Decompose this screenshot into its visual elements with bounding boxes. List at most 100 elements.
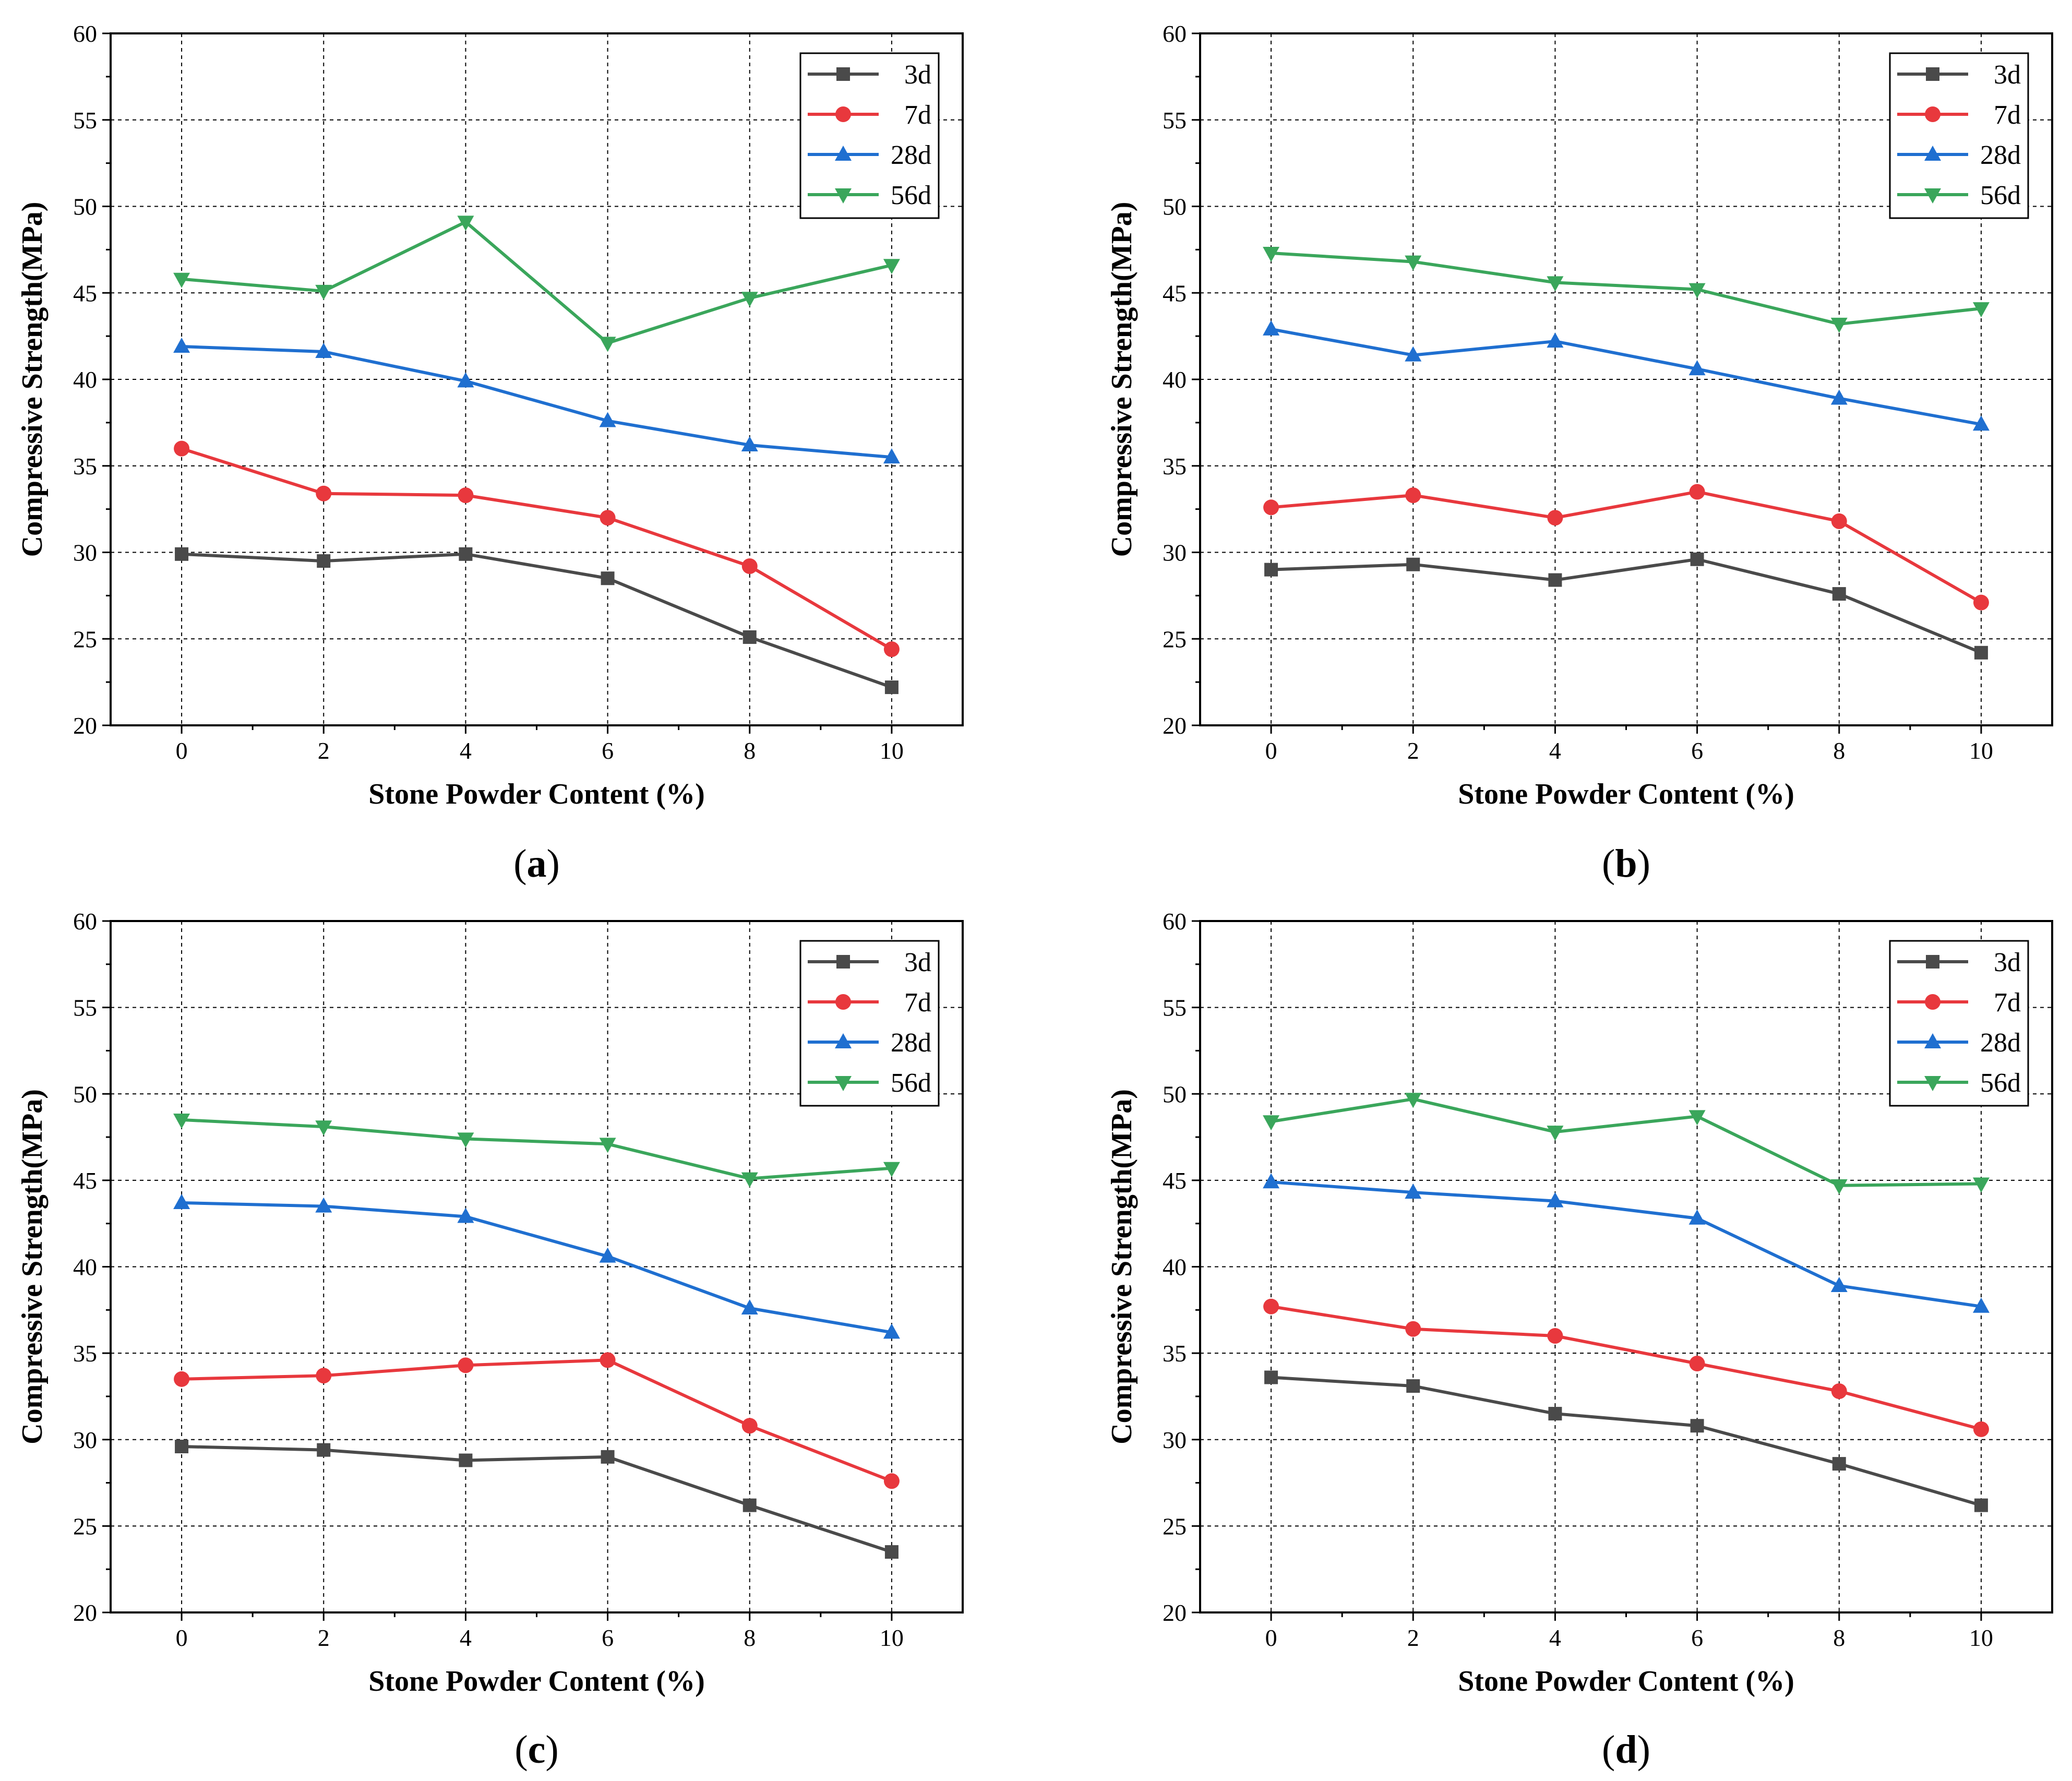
data-point-3d — [601, 1450, 615, 1464]
data-point-7d — [883, 641, 900, 658]
chart-panel-b: 20 25 30 35 40 45 50 55 60 0 2 4 6 8 10 Stone Powder Co… — [1106, 20, 2053, 886]
x-tick-label: 2 — [1407, 1624, 1419, 1651]
data-point-7d — [1263, 1298, 1279, 1314]
data-point-3d — [1974, 1498, 1988, 1512]
data-point-7d — [1831, 513, 1847, 529]
ticks — [102, 920, 893, 1621]
legend-marker-7d — [835, 106, 851, 122]
y-tick-label: 35 — [73, 1340, 97, 1367]
y-tick-label: 40 — [73, 1254, 97, 1281]
series-line-28d — [1271, 327, 1982, 426]
legend-marker-28d — [1924, 1033, 1941, 1048]
x-tick-label: 0 — [176, 737, 188, 764]
x-tick-label: 6 — [1691, 737, 1703, 764]
data-point-56d — [741, 292, 758, 307]
data-point-3d — [1406, 557, 1420, 571]
data-point-56d — [315, 1120, 332, 1136]
y-tick-label: 55 — [73, 995, 97, 1021]
legend-label-7d: 7d — [904, 988, 931, 1018]
data-point-3d — [459, 1453, 473, 1467]
legend-label-7d: 7d — [1994, 100, 2021, 130]
y-tick-label: 55 — [1163, 995, 1187, 1021]
data-point-7d — [1973, 1421, 1989, 1437]
x-tick-label: 10 — [880, 737, 904, 764]
y-axis-title: Compressive Strength(MPa) — [16, 1089, 49, 1444]
panel-caption: (d) — [1602, 1728, 1650, 1772]
series-7d — [1263, 484, 1989, 611]
data-point-7d — [600, 510, 616, 526]
data-point-3d — [1548, 573, 1562, 587]
y-tick-label: 35 — [1163, 1340, 1187, 1367]
data-point-56d — [741, 1172, 758, 1188]
y-tick-label: 60 — [1163, 20, 1187, 47]
x-tick-label: 0 — [1265, 1624, 1277, 1651]
series-28d — [1263, 1173, 1990, 1313]
series-line-28d — [1271, 1180, 1982, 1308]
legend-label-56d: 56d — [1980, 181, 2021, 210]
series-line-28d — [182, 1201, 892, 1334]
legend-marker-56d — [835, 188, 852, 204]
legend-marker-3d — [1926, 955, 1939, 969]
legend-label-3d: 3d — [904, 948, 931, 977]
y-tick-label: 40 — [1163, 366, 1187, 393]
data-point-56d — [1972, 302, 1990, 318]
legend-box — [1889, 940, 2029, 1107]
x-tick-label: 4 — [460, 737, 472, 764]
y-tick-label: 30 — [1163, 540, 1187, 566]
caption-open: ( — [1602, 1728, 1615, 1772]
x-tick-label: 10 — [1969, 1624, 1993, 1651]
data-point-56d — [1688, 283, 1706, 298]
data-point-3d — [1690, 1419, 1704, 1433]
series-line-7d — [181, 447, 893, 651]
series-line-28d — [181, 345, 892, 459]
caption-open: ( — [514, 1728, 528, 1772]
data-point-56d — [173, 272, 190, 288]
data-point-3d — [175, 1440, 189, 1453]
series-28d — [173, 1193, 900, 1339]
data-point-7d — [1547, 510, 1563, 526]
data-point-56d — [457, 216, 474, 231]
x-axis-title: Stone Powder Content (%) — [368, 778, 704, 810]
data-point-28d — [599, 412, 616, 427]
series-line-3d — [1271, 557, 1982, 654]
data-point-28d — [1263, 320, 1280, 336]
legend-label-56d: 56d — [891, 181, 931, 210]
data-point-56d — [883, 1162, 900, 1177]
legend-marker-56d — [1924, 1076, 1941, 1091]
y-tick-label: 20 — [1163, 1599, 1187, 1626]
legend-marker-7d — [835, 994, 851, 1010]
data-point-56d — [883, 259, 900, 274]
data-point-28d — [1263, 1173, 1280, 1189]
legend-marker-3d — [1926, 67, 1939, 81]
y-tick-label: 25 — [73, 1513, 97, 1539]
gridlines — [1200, 921, 2052, 1612]
x-tick-label: 8 — [1833, 737, 1845, 764]
data-point-3d — [884, 680, 899, 695]
data-point-3d — [1264, 563, 1278, 577]
x-axis-title: Stone Powder Content (%) — [1458, 778, 1794, 810]
data-point-28d — [315, 342, 332, 358]
data-point-7d — [1263, 499, 1279, 516]
caption-open: ( — [513, 842, 526, 886]
y-tick-label: 50 — [73, 1081, 97, 1107]
legend-marker-56d — [1924, 188, 1941, 204]
data-point-56d — [1688, 1110, 1706, 1126]
data-point-7d — [741, 1418, 758, 1434]
y-axis-title: Compressive Strength(MPa) — [1106, 202, 1138, 557]
y-tick-label: 25 — [1163, 1513, 1187, 1539]
legend-marker-7d — [1925, 994, 1941, 1010]
data-point-56d — [1547, 276, 1564, 292]
caption-close: ) — [1637, 1728, 1650, 1772]
data-point-28d — [741, 436, 758, 451]
ticks — [102, 32, 893, 734]
caption-letter: c — [528, 1728, 546, 1772]
gridlines — [111, 921, 963, 1612]
data-point-3d — [742, 630, 757, 644]
series-line-56d — [1271, 1097, 1981, 1187]
y-tick-label: 60 — [1163, 908, 1187, 935]
y-tick-label: 40 — [73, 366, 97, 393]
data-point-28d — [457, 1208, 474, 1223]
legend-marker-28d — [1924, 146, 1941, 161]
legend-label-7d: 7d — [1994, 988, 2021, 1018]
data-point-3d — [317, 1443, 331, 1457]
